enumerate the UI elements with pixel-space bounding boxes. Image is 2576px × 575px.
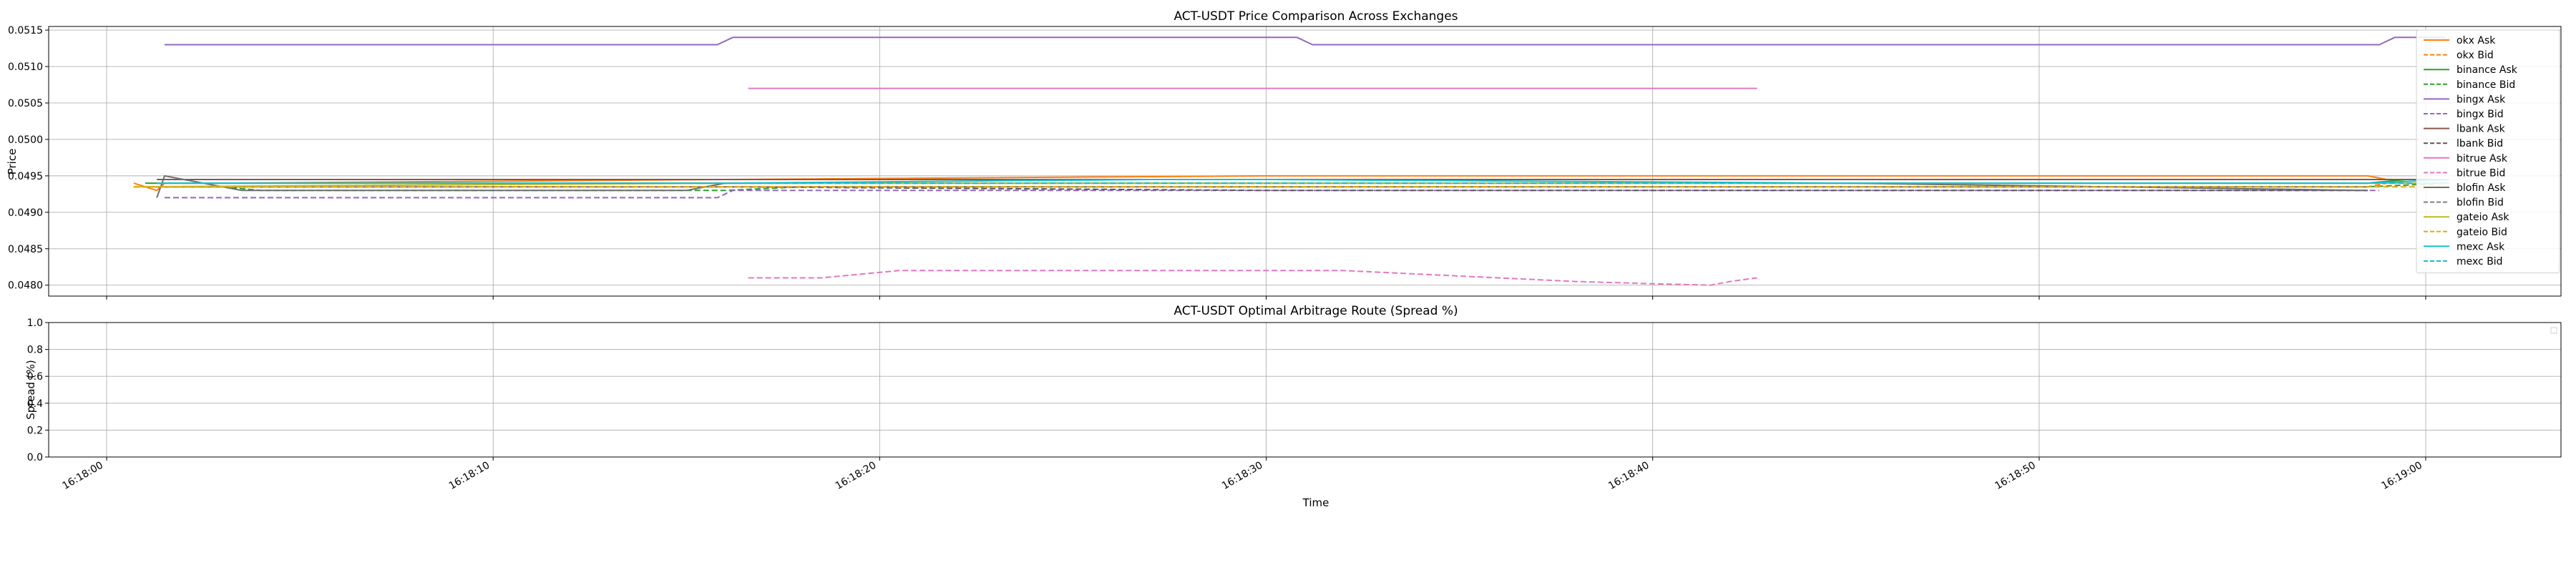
spread-panel: ACT-USDT Optimal Arbitrage Route (Spread… (24, 304, 2562, 509)
time-x-tick-label: 16:18:20 (834, 460, 878, 492)
price-y-tick-label: 0.0490 (8, 207, 43, 219)
time-x-tick-label: 16:18:40 (1606, 460, 1651, 492)
time-x-tick-label: 16:18:50 (1993, 460, 2037, 492)
price-y-tick-label: 0.0510 (8, 62, 43, 73)
price-x-ticks (106, 296, 2426, 300)
price-axes-frame (48, 26, 2562, 297)
legend-frame (2416, 29, 2560, 274)
price-series (133, 36, 2449, 286)
legend-entry-label: bitrue Bid (2457, 167, 2505, 179)
legend-entry-label: gateio Ask (2457, 212, 2509, 223)
spread-y-tick-label: 0.0 (27, 452, 43, 463)
spread-y-tick-label: 0.6 (27, 371, 43, 383)
time-x-tick-label: 16:19:00 (2379, 460, 2424, 492)
legend-entry-label: bingx Ask (2457, 94, 2506, 105)
price-y-tick-label: 0.0500 (8, 134, 43, 146)
legend-entry-label: bitrue Ask (2457, 153, 2508, 164)
spread-y-axis-label: Spread (%) (24, 360, 37, 420)
legend-entry-label: blofin Ask (2457, 182, 2506, 194)
spread-grid (49, 322, 2561, 458)
spread-y-tick-label: 0.2 (27, 425, 43, 436)
spread-x-ticks: 16:18:00 16:18:10 16:18:20 16:18:30 16:18:40… (61, 457, 2426, 492)
time-x-axis-label: Time (1302, 496, 1330, 509)
price-y-tick-label: 0.0495 (8, 171, 43, 182)
price-chart-title: ACT-USDT Price Comparison Across Exchang… (1174, 9, 1458, 24)
legend-entry-label: binance Ask (2457, 64, 2518, 76)
legend-entry-label: gateio Bid (2457, 227, 2507, 238)
spread-y-tick-label: 1.0 (27, 318, 43, 329)
legend-entry-label: blofin Bid (2457, 197, 2504, 209)
series-line-bitrue-bid (748, 270, 1757, 286)
legend-entry-label: okx Bid (2457, 50, 2494, 62)
price-y-tick-label: 0.0480 (8, 280, 43, 292)
price-y-axis-label: Price (6, 149, 19, 175)
price-panel: ACT-USDT Price Comparison Across Exchang… (6, 9, 2562, 300)
price-y-ticks: 0.0480 0.0485 0.0490 0.0495 0.0500 0.0505 0.05… (8, 25, 49, 292)
spread-chart-title: ACT-USDT Optimal Arbitrage Route (Spread… (1174, 304, 1458, 318)
legend-entry-label: mexc Bid (2457, 256, 2503, 267)
legend-entry-label: lbank Bid (2457, 138, 2503, 149)
legend-entry-label: mexc Ask (2457, 241, 2505, 252)
legend-entry-label: okx Ask (2457, 35, 2496, 46)
spread-y-tick-label: 0.8 (27, 345, 43, 356)
spread-axes-frame (48, 322, 2562, 458)
time-x-tick-label: 16:18:10 (447, 460, 492, 492)
price-y-tick-label: 0.0505 (8, 98, 43, 109)
spread-y-ticks: 0.0 0.2 0.4 0.6 0.8 1.0 (27, 318, 49, 463)
price-y-tick-label: 0.0515 (8, 25, 43, 36)
legend-entry-label: binance Bid (2457, 79, 2515, 91)
series-line-bingx-bid (165, 190, 2380, 199)
time-x-tick-label: 16:18:00 (61, 460, 105, 492)
price-y-tick-label: 0.0485 (8, 244, 43, 255)
time-x-tick-label: 16:18:30 (1220, 460, 1264, 492)
legend-entry-label: lbank Ask (2457, 124, 2506, 135)
series-line-bingx-ask (165, 36, 2445, 46)
price-legend: okx Ask okx Bid binance Ask binance Bid bing… (2416, 29, 2560, 274)
spread-legend-box (2550, 327, 2557, 334)
spread-y-tick-label: 0.4 (27, 398, 43, 410)
legend-entry-label: bingx Bid (2457, 109, 2504, 120)
price-grid (49, 26, 2561, 296)
